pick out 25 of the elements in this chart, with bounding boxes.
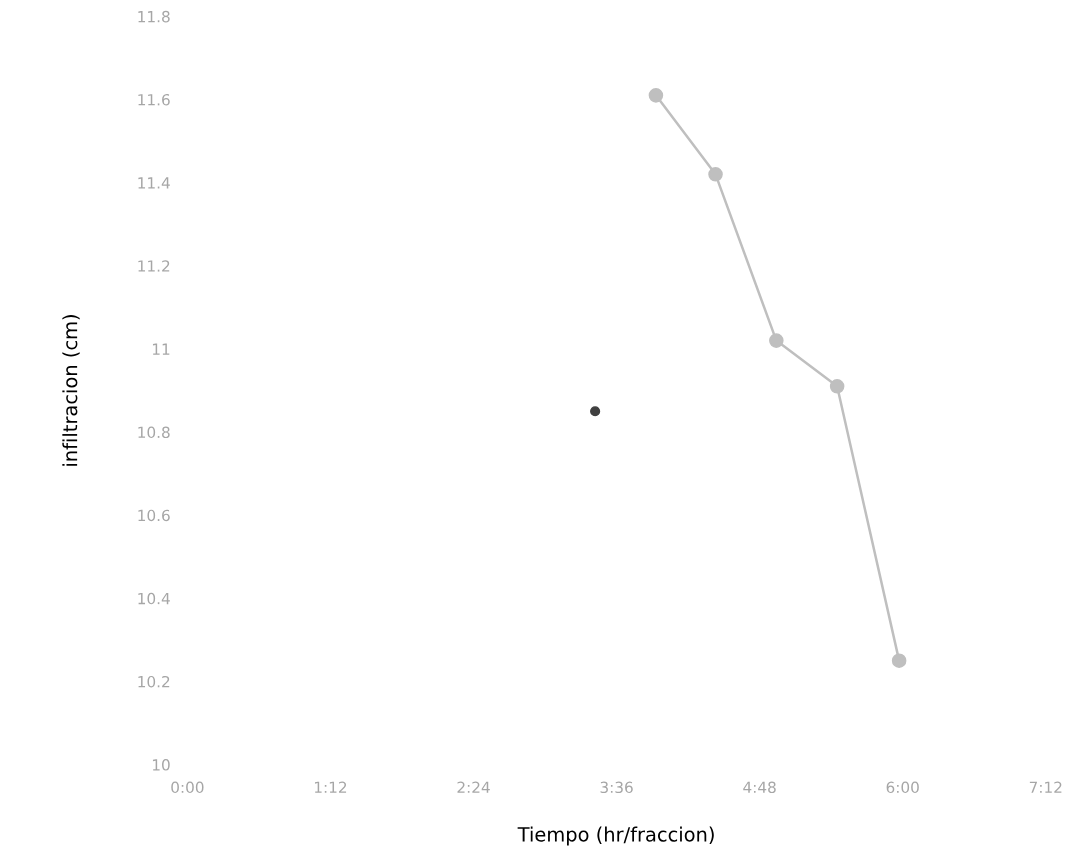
x-tick-label: 7:12: [1029, 781, 1062, 793]
y-tick-label: 10: [152, 759, 170, 771]
x-axis-title: Tiempo (hr/fraccion): [517, 826, 714, 846]
x-tick-label: 1:12: [314, 781, 347, 793]
point: [648, 88, 664, 103]
x-tick-label: 4:48: [743, 781, 776, 794]
y-tick-label: 11.8: [138, 10, 170, 23]
y-tick-label: 11: [152, 343, 170, 355]
y-tick-label: 11.6: [138, 93, 170, 106]
y-tick-label: 11.4: [138, 177, 170, 189]
x-tick-label: 0:00: [171, 781, 204, 794]
y-axis-title: infiltracion (cm): [62, 315, 80, 466]
x-tick-label: 2:24: [457, 781, 490, 793]
point: [891, 653, 907, 668]
point: [708, 167, 723, 182]
y-tick-label: 10.4: [138, 592, 170, 605]
y-tick-label: 10.8: [138, 426, 170, 439]
x-tick-label: 3:36: [600, 781, 633, 794]
x-tick-label: 6:00: [886, 781, 919, 794]
y-tick-label: 10.6: [138, 509, 170, 522]
point: [829, 379, 845, 394]
y-tick-label: 10.2: [138, 675, 170, 688]
y-tick-label: 11.2: [138, 260, 170, 272]
point: [769, 333, 784, 348]
point: [590, 406, 601, 417]
